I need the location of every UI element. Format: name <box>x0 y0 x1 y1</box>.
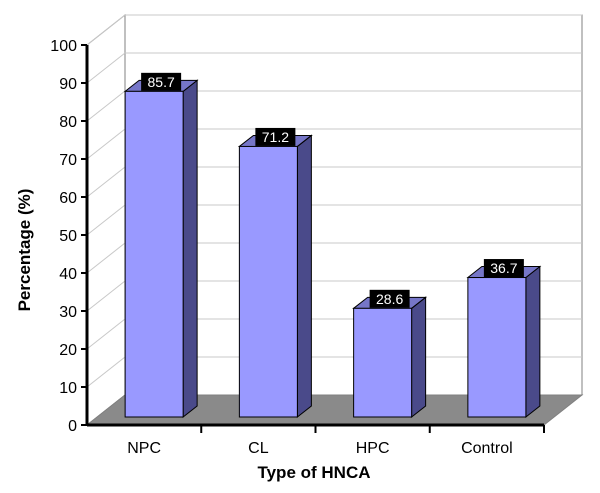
x-tick-label: Control <box>461 440 513 457</box>
gridline-side <box>86 356 126 388</box>
gridline-side <box>86 318 126 350</box>
data-label: 85.7 <box>148 74 175 90</box>
y-tick-label: 50 <box>59 228 77 245</box>
data-label: 36.7 <box>490 260 517 276</box>
x-tick-label: CL <box>248 440 269 457</box>
bar-hpc <box>353 307 413 418</box>
y-tick-label: 70 <box>59 152 77 169</box>
bar-side-hpc <box>411 296 427 419</box>
y-tick-label: 0 <box>68 418 77 435</box>
y-tick-label: 60 <box>59 190 77 207</box>
y-tick-label: 80 <box>59 114 77 131</box>
data-label: 28.6 <box>376 291 403 307</box>
data-label: 71.2 <box>262 129 289 145</box>
bar-side-npc <box>182 79 198 419</box>
gridline-side <box>86 280 126 312</box>
data-label-bg <box>369 289 410 308</box>
y-axis-title: Percentage (%) <box>15 189 34 312</box>
x-tick-label: NPC <box>127 440 161 457</box>
bar-control <box>467 277 527 418</box>
bar-side-cl <box>296 134 312 419</box>
y-tick-label: 40 <box>59 266 77 283</box>
gridline-side <box>86 52 126 84</box>
y-tick-label: 30 <box>59 304 77 321</box>
data-labels: 85.7 71.2 28.6 36.7 <box>141 72 524 308</box>
data-label-bg <box>483 259 524 278</box>
y-tick-label: 100 <box>50 38 77 55</box>
data-label-bg <box>141 72 182 91</box>
y-tick-label: 20 <box>59 342 77 359</box>
y-tick-label: 90 <box>59 76 77 93</box>
y-tick-label: 10 <box>59 380 77 397</box>
bar-cl <box>238 145 298 418</box>
axes: 0 10 20 30 40 50 60 70 80 90 100 NPC CL HPC Control <box>50 38 545 457</box>
data-label-bg <box>255 127 296 146</box>
gridlines <box>86 14 582 388</box>
gridline-side <box>86 14 126 46</box>
bar-side-control <box>525 265 541 419</box>
gridline-side <box>86 204 126 236</box>
gridline-side <box>86 90 126 122</box>
gridline-side <box>86 166 126 198</box>
x-tick-label: HPC <box>356 440 390 457</box>
bar-npc <box>124 90 184 418</box>
x-axis-title: Type of HNCA <box>257 463 370 482</box>
bars <box>123 79 542 419</box>
gridline-side <box>86 128 126 160</box>
gridline-side <box>86 242 126 274</box>
